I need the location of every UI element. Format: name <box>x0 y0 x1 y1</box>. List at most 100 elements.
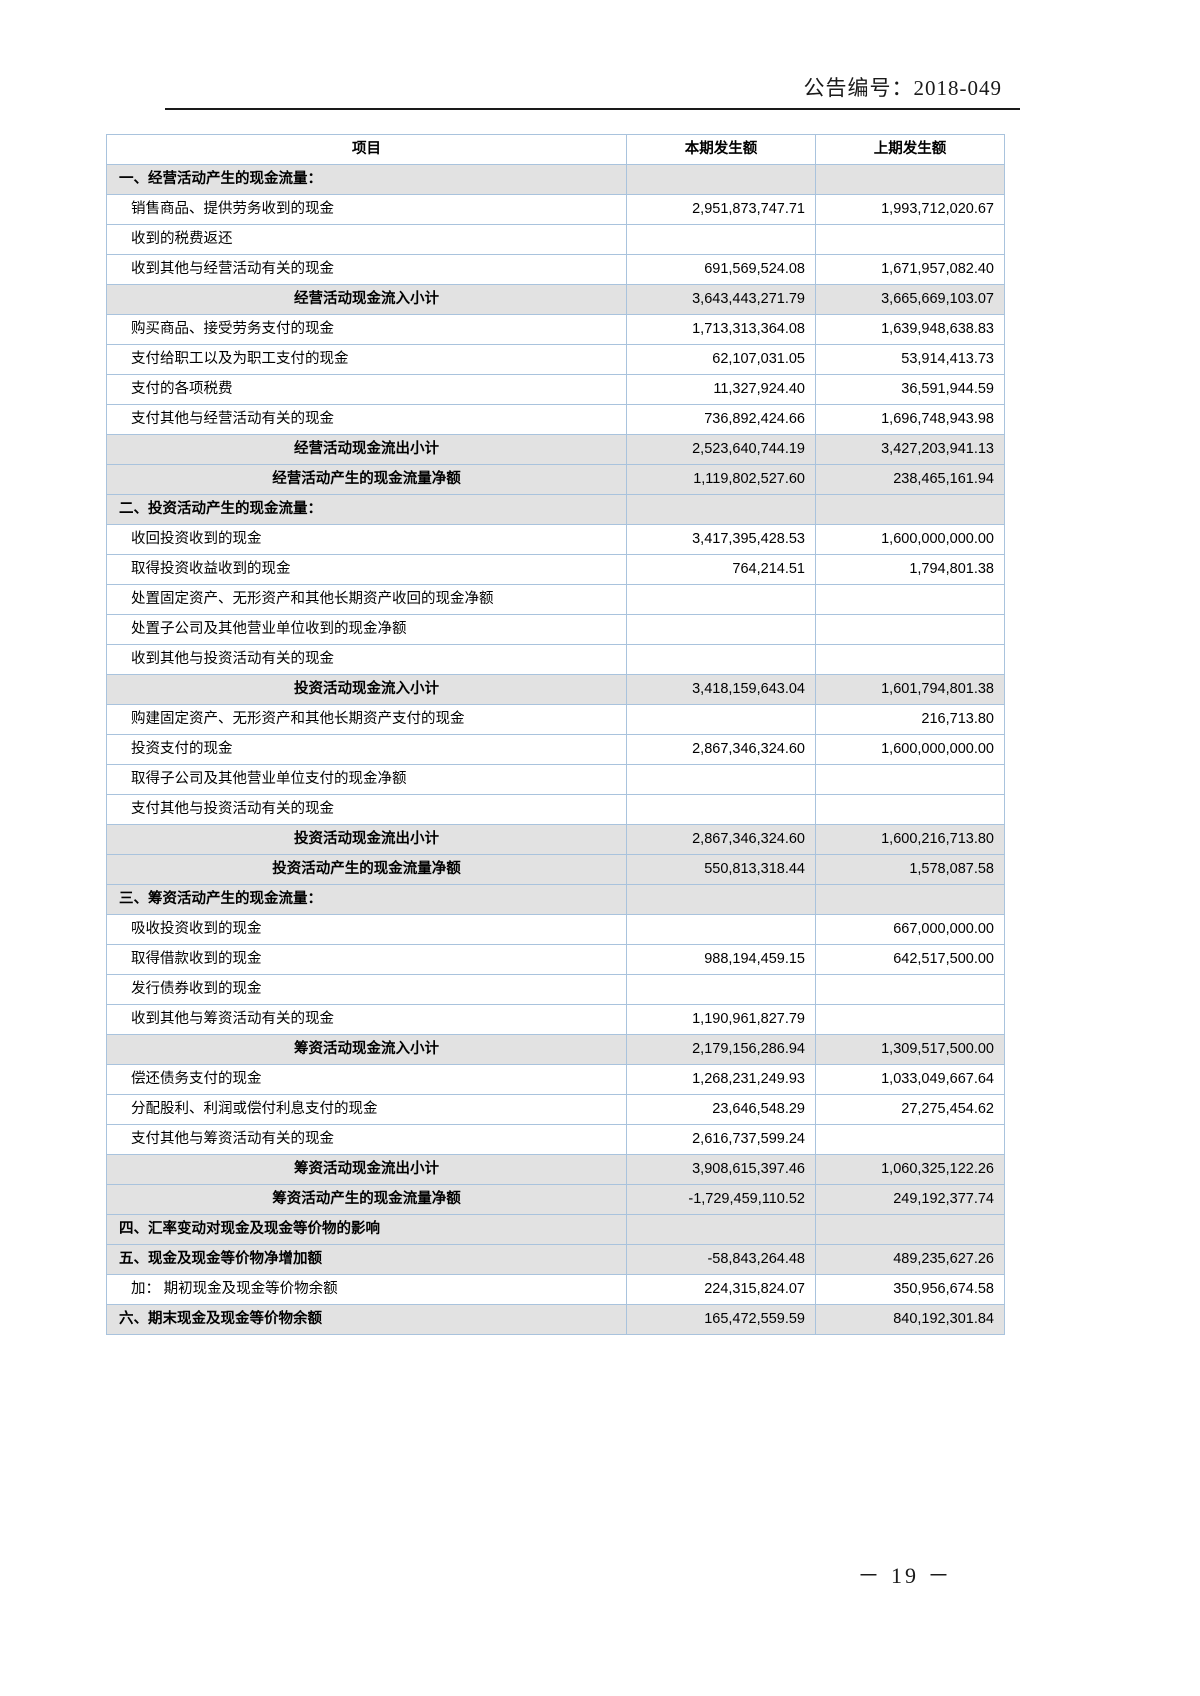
row-previous-amount: 1,639,948,638.83 <box>815 314 1005 345</box>
table-row: 取得借款收到的现金 988,194,459.15 642,517,500.00 <box>106 944 1005 975</box>
row-previous-amount: 1,578,087.58 <box>815 854 1005 885</box>
row-previous-amount: 36,591,944.59 <box>815 374 1005 405</box>
row-current-amount: 691,569,524.08 <box>626 254 816 285</box>
row-previous-amount: 840,192,301.84 <box>815 1304 1005 1335</box>
table-body: 一、经营活动产生的现金流量： 销售商品、提供劳务收到的现金 2,951,873,74… <box>106 164 1005 1335</box>
row-previous-amount: 1,600,000,000.00 <box>815 524 1005 555</box>
row-current-amount <box>626 884 816 915</box>
row-previous-amount <box>815 1214 1005 1245</box>
row-previous-amount: 1,696,748,943.98 <box>815 404 1005 435</box>
row-previous-amount: 1,309,517,500.00 <box>815 1034 1005 1065</box>
row-current-amount: 764,214.51 <box>626 554 816 585</box>
row-current-amount: 2,523,640,744.19 <box>626 434 816 465</box>
row-previous-amount: 1,671,957,082.40 <box>815 254 1005 285</box>
table-row: 收到其他与投资活动有关的现金 <box>106 644 1005 675</box>
table-row: 偿还债务支付的现金 1,268,231,249.93 1,033,049,667.6… <box>106 1064 1005 1095</box>
row-current-amount <box>626 644 816 675</box>
row-current-amount: 1,713,313,364.08 <box>626 314 816 345</box>
row-label: 投资活动现金流入小计 <box>106 674 627 705</box>
page-number: － 19 － <box>857 1563 953 1588</box>
row-label: 筹资活动产生的现金流量净额 <box>106 1184 627 1215</box>
row-current-amount <box>626 224 816 255</box>
row-current-amount: 62,107,031.05 <box>626 344 816 375</box>
table-row: 经营活动现金流出小计 2,523,640,744.19 3,427,203,941.… <box>106 434 1005 465</box>
row-previous-amount <box>815 584 1005 615</box>
row-previous-amount: 3,427,203,941.13 <box>815 434 1005 465</box>
row-label: 支付给职工以及为职工支付的现金 <box>106 344 627 375</box>
row-previous-amount: 489,235,627.26 <box>815 1244 1005 1275</box>
row-current-amount: -58,843,264.48 <box>626 1244 816 1275</box>
row-previous-amount <box>815 764 1005 795</box>
row-label: 收到其他与经营活动有关的现金 <box>106 254 627 285</box>
row-current-amount: 165,472,559.59 <box>626 1304 816 1335</box>
row-current-amount: 3,643,443,271.79 <box>626 284 816 315</box>
table-row: 一、经营活动产生的现金流量： <box>106 164 1005 195</box>
row-label: 处置子公司及其他营业单位收到的现金净额 <box>106 614 627 645</box>
table-row: 投资活动产生的现金流量净额 550,813,318.44 1,578,087.58 <box>106 854 1005 885</box>
row-label: 销售商品、提供劳务收到的现金 <box>106 194 627 225</box>
table-row: 收到的税费返还 <box>106 224 1005 255</box>
table-row: 支付给职工以及为职工支付的现金 62,107,031.05 53,914,413.7… <box>106 344 1005 375</box>
row-current-amount <box>626 164 816 195</box>
table-row: 六、期末现金及现金等价物余额 165,472,559.59 840,192,301.… <box>106 1304 1005 1335</box>
table-row: 筹资活动现金流出小计 3,908,615,397.46 1,060,325,122.… <box>106 1154 1005 1185</box>
row-current-amount <box>626 794 816 825</box>
row-current-amount: 1,190,961,827.79 <box>626 1004 816 1035</box>
table-row: 经营活动现金流入小计 3,643,443,271.79 3,665,669,103.… <box>106 284 1005 315</box>
row-current-amount: 224,315,824.07 <box>626 1274 816 1305</box>
row-previous-amount <box>815 494 1005 525</box>
row-current-amount <box>626 614 816 645</box>
table-row: 筹资活动产生的现金流量净额 -1,729,459,110.52 249,192,37… <box>106 1184 1005 1215</box>
row-label: 筹资活动现金流出小计 <box>106 1154 627 1185</box>
row-previous-amount: 1,033,049,667.64 <box>815 1064 1005 1095</box>
column-header-current: 本期发生额 <box>626 134 816 165</box>
table-row: 购建固定资产、无形资产和其他长期资产支付的现金 216,713.80 <box>106 704 1005 735</box>
row-current-amount: 550,813,318.44 <box>626 854 816 885</box>
row-previous-amount <box>815 224 1005 255</box>
row-label: 取得子公司及其他营业单位支付的现金净额 <box>106 764 627 795</box>
table-row: 收回投资收到的现金 3,417,395,428.53 1,600,000,000.0… <box>106 524 1005 555</box>
row-label: 加： 期初现金及现金等价物余额 <box>106 1274 627 1305</box>
row-label: 支付的各项税费 <box>106 374 627 405</box>
row-current-amount: 3,908,615,397.46 <box>626 1154 816 1185</box>
row-current-amount <box>626 704 816 735</box>
row-current-amount: 2,616,737,599.24 <box>626 1124 816 1155</box>
row-label: 支付其他与经营活动有关的现金 <box>106 404 627 435</box>
row-previous-amount: 3,665,669,103.07 <box>815 284 1005 315</box>
row-previous-amount: 238,465,161.94 <box>815 464 1005 495</box>
row-previous-amount: 642,517,500.00 <box>815 944 1005 975</box>
row-current-amount <box>626 974 816 1005</box>
row-current-amount: 736,892,424.66 <box>626 404 816 435</box>
row-label: 取得投资收益收到的现金 <box>106 554 627 585</box>
document-footer: － 19 － <box>0 1558 1200 1590</box>
row-label: 取得借款收到的现金 <box>106 944 627 975</box>
row-label: 经营活动产生的现金流量净额 <box>106 464 627 495</box>
table-row: 经营活动产生的现金流量净额 1,119,802,527.60 238,465,161… <box>106 464 1005 495</box>
row-label: 四、汇率变动对现金及现金等价物的影响 <box>106 1214 627 1245</box>
table-row: 支付的各项税费 11,327,924.40 36,591,944.59 <box>106 374 1005 405</box>
cash-flow-statement-table: 项目 本期发生额 上期发生额 一、经营活动产生的现金流量： 销售商品、提供劳务收到… <box>106 134 1005 1335</box>
table-row: 吸收投资收到的现金 667,000,000.00 <box>106 914 1005 945</box>
row-previous-amount: 1,060,325,122.26 <box>815 1154 1005 1185</box>
table-row: 处置子公司及其他营业单位收到的现金净额 <box>106 614 1005 645</box>
row-label: 支付其他与投资活动有关的现金 <box>106 794 627 825</box>
row-previous-amount: 1,794,801.38 <box>815 554 1005 585</box>
row-label: 购买商品、接受劳务支付的现金 <box>106 314 627 345</box>
row-label: 收到其他与筹资活动有关的现金 <box>106 1004 627 1035</box>
table-row: 支付其他与经营活动有关的现金 736,892,424.66 1,696,748,94… <box>106 404 1005 435</box>
row-current-amount: 2,951,873,747.71 <box>626 194 816 225</box>
row-label: 五、现金及现金等价物净增加额 <box>106 1244 627 1275</box>
row-label: 投资活动产生的现金流量净额 <box>106 854 627 885</box>
row-current-amount: 2,179,156,286.94 <box>626 1034 816 1065</box>
row-previous-amount <box>815 164 1005 195</box>
row-current-amount: 11,327,924.40 <box>626 374 816 405</box>
row-label: 六、期末现金及现金等价物余额 <box>106 1304 627 1335</box>
row-current-amount: 3,417,395,428.53 <box>626 524 816 555</box>
table-row: 处置固定资产、无形资产和其他长期资产收回的现金净额 <box>106 584 1005 615</box>
table-header-row: 项目 本期发生额 上期发生额 <box>106 134 1005 165</box>
row-current-amount: 988,194,459.15 <box>626 944 816 975</box>
row-previous-amount: 53,914,413.73 <box>815 344 1005 375</box>
row-label: 吸收投资收到的现金 <box>106 914 627 945</box>
row-label: 三、筹资活动产生的现金流量： <box>106 884 627 915</box>
table-row: 销售商品、提供劳务收到的现金 2,951,873,747.71 1,993,712,… <box>106 194 1005 225</box>
